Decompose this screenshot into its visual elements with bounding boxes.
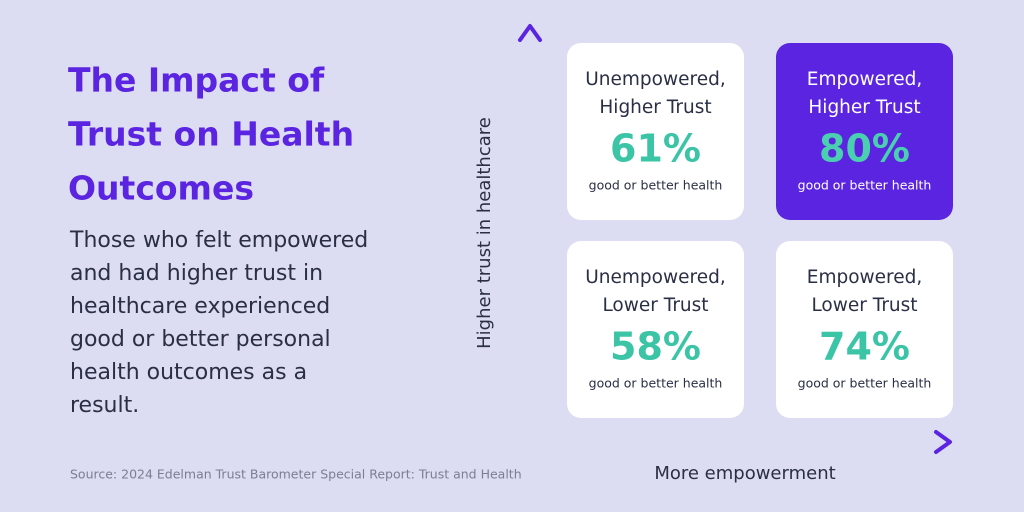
card-caption: good or better health (589, 376, 723, 391)
body-line: good or better personal (70, 327, 331, 352)
quadrant-card: Unempowered, Higher Trust 61% good or bette… (567, 43, 744, 220)
card-value: 74% (819, 325, 910, 369)
title-line: Trust on Health (68, 115, 354, 154)
card-label: Higher Trust (599, 97, 711, 118)
body-line: healthcare experienced (70, 294, 330, 319)
x-arrowhead (934, 430, 952, 454)
card-bg (776, 43, 953, 220)
card-value: 80% (819, 127, 910, 171)
card-caption: good or better health (589, 178, 723, 193)
body-line: result. (70, 393, 139, 418)
card-bg (776, 241, 953, 418)
card-label: Higher Trust (808, 97, 920, 118)
body-line: Those who felt empowered (69, 228, 368, 253)
body-line: and had higher trust in (70, 261, 323, 286)
card-label: Lower Trust (811, 295, 917, 316)
card-label: Unempowered, (585, 267, 725, 288)
quadrant-card: Empowered, Higher Trust 80% good or better … (776, 43, 953, 220)
title-line: Outcomes (68, 169, 254, 208)
card-caption: good or better health (798, 178, 932, 193)
quadrant-card: Unempowered, Lower Trust 58% good or better… (567, 241, 744, 418)
card-caption: good or better health (798, 376, 932, 391)
quadrant-card: Empowered, Lower Trust 74% good or better h… (776, 241, 953, 418)
card-bg (567, 241, 744, 418)
card-value: 58% (610, 325, 701, 369)
card-bg (567, 43, 744, 220)
y-axis-label: Higher trust in healthcare (474, 117, 495, 349)
card-label: Empowered, (807, 69, 923, 90)
card-label: Lower Trust (602, 295, 708, 316)
card-label: Empowered, (807, 267, 923, 288)
body-line: health outcomes as a (70, 360, 307, 385)
y-arrowhead (518, 24, 542, 42)
card-value: 61% (610, 127, 701, 171)
x-axis-label: More empowerment (654, 463, 835, 484)
title-line: The Impact of (68, 61, 325, 100)
card-label: Unempowered, (585, 69, 725, 90)
source: Source: 2024 Edelman Trust Barometer Spe… (70, 467, 522, 482)
